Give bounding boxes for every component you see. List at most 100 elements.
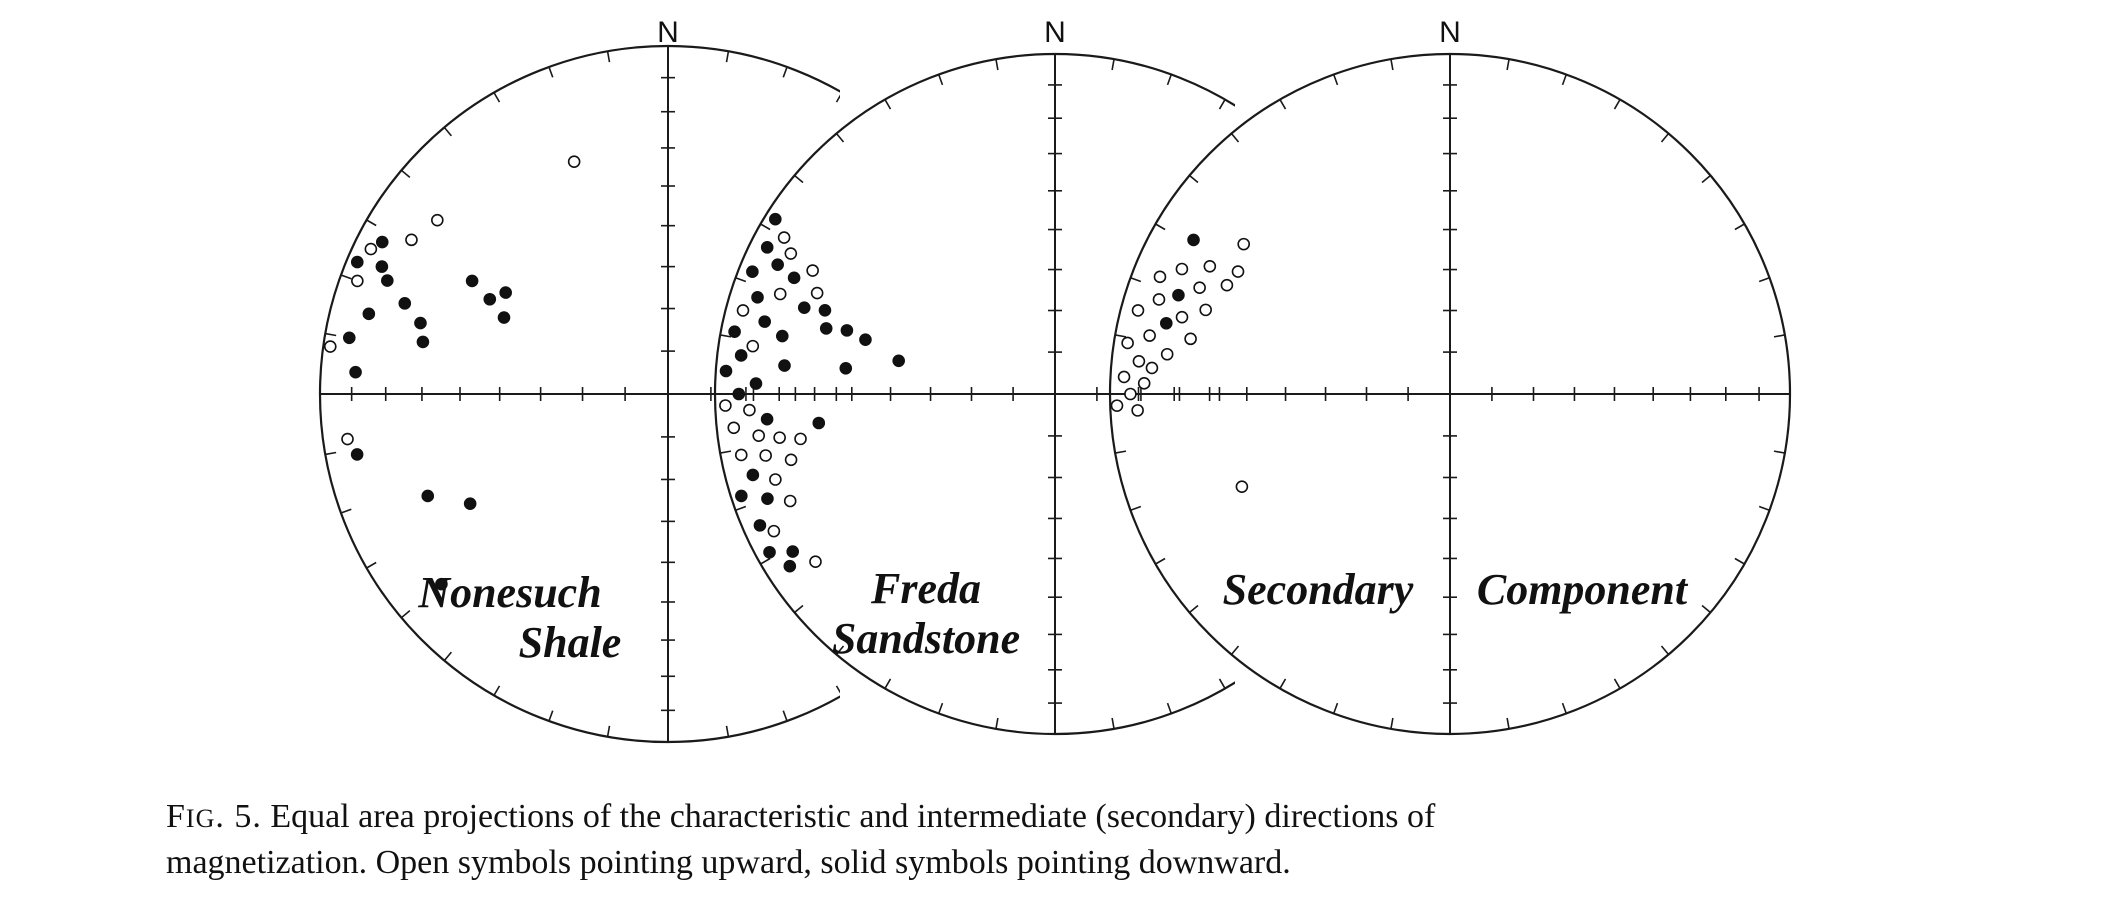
downward-direction-point (375, 235, 389, 249)
upward-direction-point (1132, 355, 1146, 368)
rim-tick (1266, 646, 1273, 654)
downward-direction-point (350, 448, 364, 461)
upward-direction-point (1199, 303, 1212, 317)
downward-direction-point (786, 545, 800, 558)
rim-tick (760, 223, 771, 231)
caption-figure-number: FIG. 5. (166, 798, 262, 835)
downward-direction-point (465, 274, 479, 288)
rim-tick (1115, 334, 1127, 338)
downward-direction-point (760, 241, 774, 254)
rim-tick (1155, 557, 1166, 565)
upward-direction-point (743, 403, 756, 417)
downward-direction-point (859, 333, 872, 346)
plot-label-line1: Secondary (1223, 565, 1414, 614)
downward-direction-point (839, 362, 853, 375)
upward-direction-point (1117, 370, 1131, 384)
rim-tick (926, 170, 934, 177)
rim-tick (606, 725, 611, 737)
north-label: N (657, 16, 679, 49)
upward-direction-point (1175, 310, 1189, 324)
upward-direction-point (752, 429, 766, 442)
downward-direction-point (728, 325, 741, 339)
upward-direction-point (1110, 399, 1124, 412)
upward-direction-point (323, 340, 337, 353)
rim-tick (725, 51, 730, 63)
upward-direction-point (1175, 262, 1189, 276)
rim-tick (606, 51, 611, 63)
rim-tick (1155, 223, 1166, 231)
plot-label-line2: Component (1477, 565, 1689, 614)
rim-tick (1390, 717, 1394, 729)
downward-direction-point (746, 468, 760, 482)
rim-tick (1734, 223, 1745, 231)
rim-tick (937, 74, 944, 86)
downward-direction-point (362, 307, 376, 321)
rim-tick (1230, 645, 1240, 655)
rim-tick (960, 220, 970, 226)
upward-direction-point (1160, 347, 1174, 361)
upward-direction-point (1143, 329, 1156, 342)
downward-direction-point (840, 324, 854, 337)
rim-tick (1115, 450, 1127, 454)
rim-tick (1166, 702, 1173, 714)
rim-tick (937, 702, 944, 714)
downward-direction-point (778, 359, 791, 372)
downward-direction-point (1159, 316, 1173, 330)
rim-tick (1701, 604, 1711, 614)
downward-direction-point (819, 322, 833, 335)
rim-tick (1279, 678, 1287, 689)
downward-direction-point (380, 274, 394, 287)
upward-direction-point (1237, 237, 1251, 251)
net-nonesuch-shale: N Nonesuch Shale (319, 16, 970, 743)
rim-tick (735, 276, 747, 283)
downward-direction-point (749, 377, 763, 390)
downward-direction-point (753, 519, 767, 532)
rim-tick (1758, 276, 1770, 283)
downward-direction-point (499, 286, 512, 299)
downward-direction-point (719, 364, 733, 378)
downward-direction-point (463, 497, 477, 510)
downward-direction-point (497, 311, 511, 324)
rim-tick (1773, 334, 1785, 338)
downward-direction-point (771, 258, 784, 271)
downward-direction-point (735, 489, 748, 503)
upward-direction-point (431, 213, 444, 227)
rim-tick (1379, 335, 1390, 337)
downward-direction-point (414, 316, 427, 330)
downward-direction-point (761, 492, 774, 505)
net-freda-sandstone: N Freda Sandstone (714, 16, 1390, 735)
rim-tick (782, 710, 788, 722)
rim-tick (835, 133, 845, 143)
upward-direction-point (1153, 270, 1167, 284)
upward-direction-point (1193, 281, 1206, 295)
upward-direction-point (1121, 336, 1134, 350)
rim-tick (1506, 59, 1510, 71)
rim-tick (1758, 505, 1770, 512)
upward-direction-point (341, 432, 354, 446)
rim-tick (1266, 134, 1273, 142)
rim-tick (1734, 557, 1745, 565)
downward-direction-point (435, 577, 448, 591)
upward-direction-point (1131, 304, 1145, 317)
rim-tick (1218, 99, 1226, 110)
upward-direction-point (783, 494, 797, 508)
rim-tick (1279, 99, 1287, 110)
plot-label-line1: Nonesuch (417, 568, 601, 617)
rim-tick (1218, 678, 1226, 689)
north-label: N (1044, 16, 1066, 49)
rim-tick (794, 604, 804, 614)
rim-tick (1307, 175, 1315, 182)
downward-direction-point (751, 291, 764, 304)
rim-tick (1189, 604, 1199, 614)
downward-direction-point (758, 315, 771, 328)
upward-direction-point (777, 231, 791, 244)
upward-direction-point (810, 286, 824, 300)
figure-caption: FIG. 5. Equal area projections of the ch… (166, 795, 1996, 885)
downward-direction-point (775, 329, 789, 343)
upward-direction-point (405, 233, 418, 247)
downward-direction-point (783, 559, 797, 573)
downward-direction-point (375, 260, 389, 273)
upward-direction-point (1235, 480, 1249, 493)
rim-tick (1340, 559, 1350, 565)
rim-tick (720, 450, 732, 454)
